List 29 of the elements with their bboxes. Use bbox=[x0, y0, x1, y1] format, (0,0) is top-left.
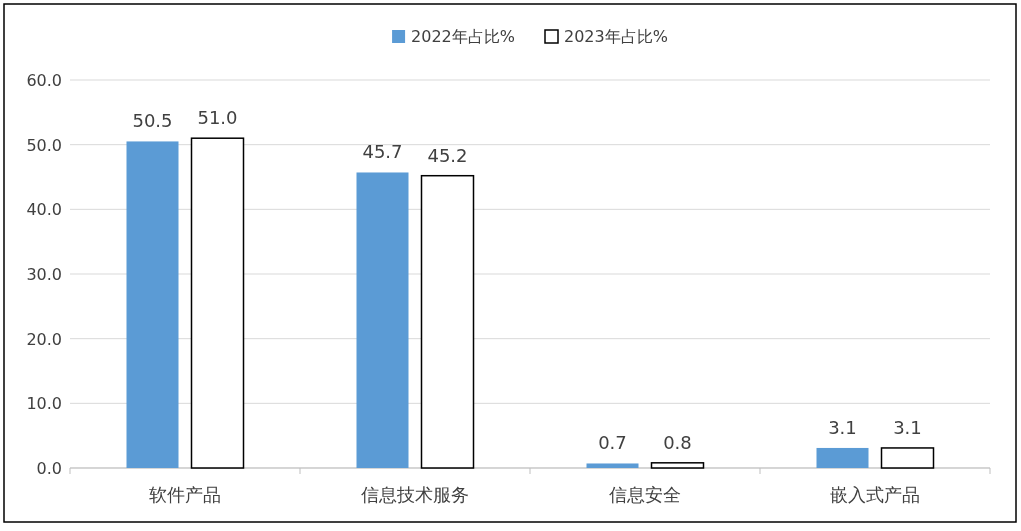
bar bbox=[126, 141, 179, 468]
data-label: 3.1 bbox=[893, 416, 922, 438]
legend-label: 2022年占比% bbox=[411, 27, 515, 46]
x-tick-label: 软件产品 bbox=[149, 484, 221, 505]
data-label: 45.2 bbox=[427, 144, 468, 166]
y-tick-label: 40.0 bbox=[26, 200, 62, 220]
bar bbox=[586, 463, 639, 468]
bar bbox=[880, 447, 935, 469]
legend-label: 2023年占比% bbox=[564, 27, 668, 46]
data-label: 51.0 bbox=[197, 107, 238, 129]
y-tick-label: 0.0 bbox=[36, 459, 62, 478]
y-tick-label: 10.0 bbox=[26, 394, 62, 414]
x-tick-label: 嵌入式产品 bbox=[830, 484, 920, 505]
bar bbox=[650, 462, 705, 469]
bar bbox=[190, 137, 245, 469]
y-tick-label: 50.0 bbox=[26, 135, 62, 155]
data-label: 0.7 bbox=[598, 432, 627, 454]
data-label: 3.1 bbox=[828, 416, 857, 438]
x-tick-label: 信息安全 bbox=[609, 484, 681, 505]
y-tick-label: 60.0 bbox=[26, 71, 62, 90]
bar bbox=[356, 172, 409, 468]
data-label: 50.5 bbox=[132, 110, 173, 132]
x-tick-label: 信息技术服务 bbox=[361, 484, 469, 505]
y-tick-label: 20.0 bbox=[26, 329, 62, 349]
bar bbox=[816, 447, 869, 468]
data-label: 45.7 bbox=[362, 141, 403, 163]
y-tick-label: 30.0 bbox=[26, 265, 62, 284]
bar bbox=[420, 174, 475, 469]
data-label: 0.8 bbox=[663, 431, 692, 453]
